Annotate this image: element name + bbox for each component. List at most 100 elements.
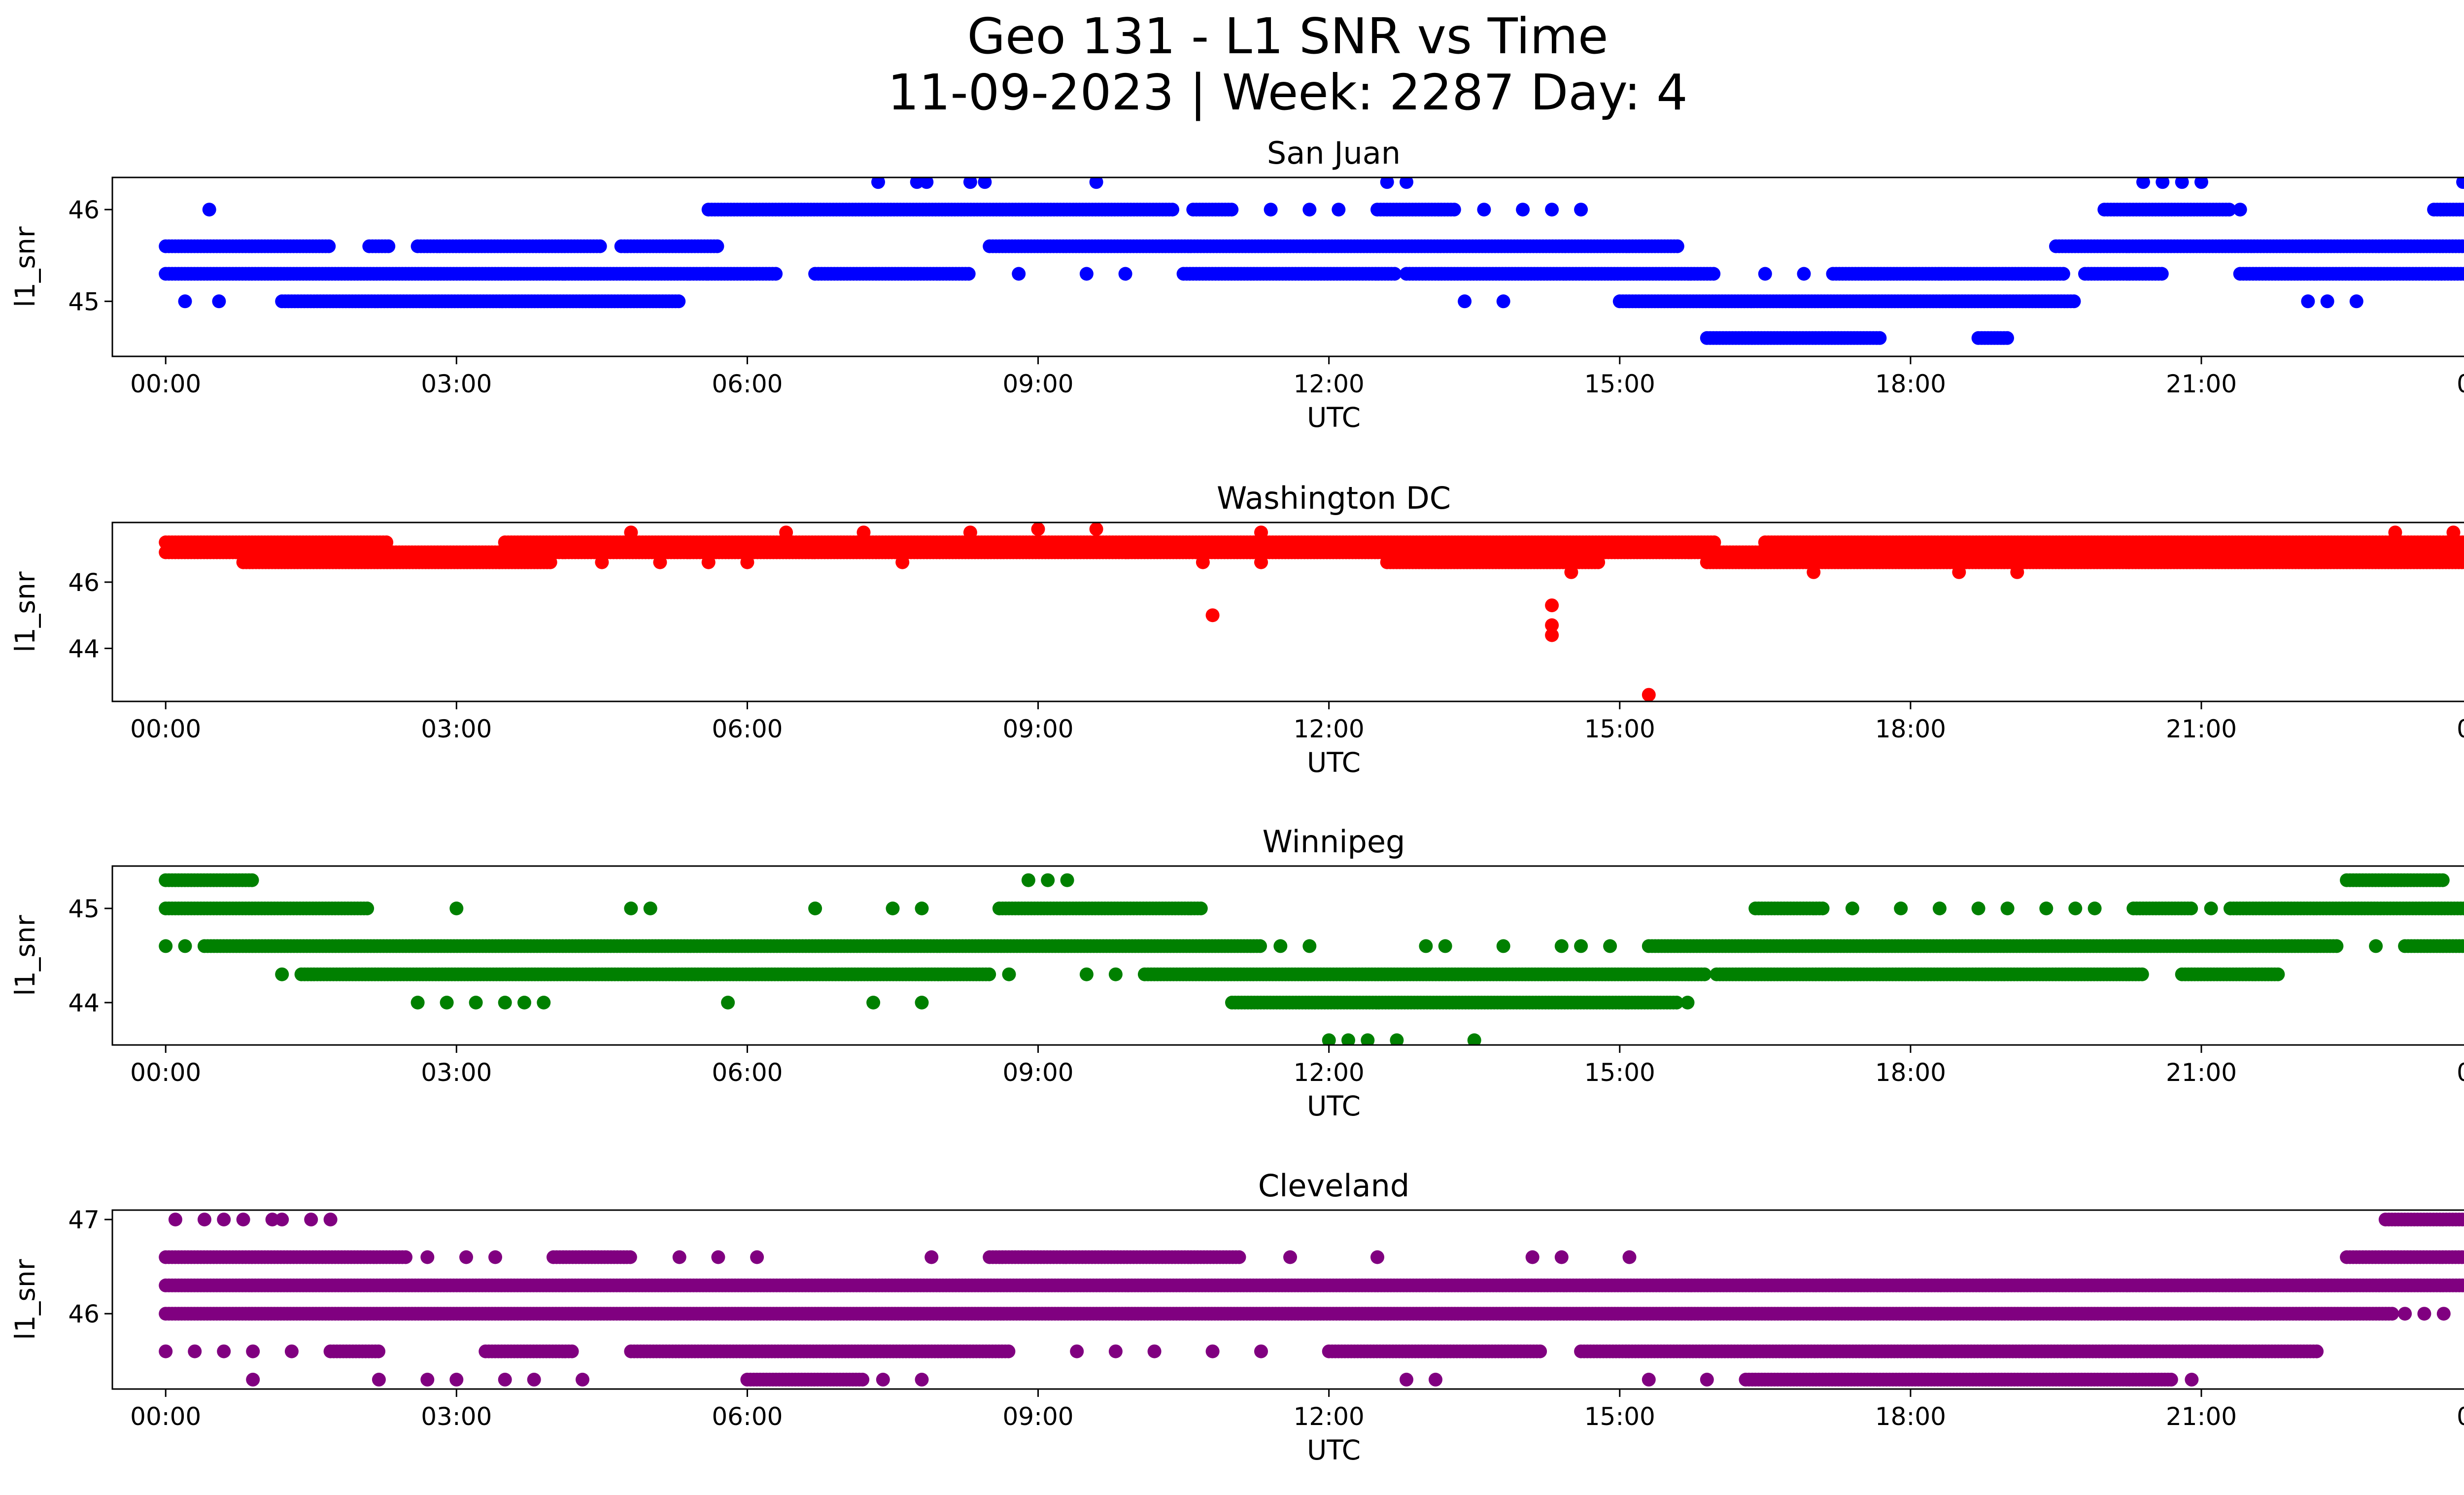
data-point	[2155, 267, 2169, 281]
data-point	[178, 294, 192, 309]
data-point	[2194, 177, 2208, 189]
data-point	[2175, 177, 2189, 189]
data-point	[1591, 555, 1606, 569]
data-point	[1165, 203, 1179, 217]
subplot-title: Winnipeg	[1263, 824, 1405, 860]
y-tick-label: 44	[68, 634, 100, 663]
axes-frame	[111, 522, 2464, 702]
data-point	[2067, 294, 2081, 309]
data-point	[1496, 294, 1510, 309]
data-point	[963, 525, 977, 540]
y-tick-label: 46	[68, 568, 100, 597]
data-point	[1089, 522, 1103, 536]
data-point	[595, 555, 609, 569]
data-point	[1545, 628, 1559, 642]
data-point	[1196, 555, 1210, 569]
subplot-title: San Juan	[1267, 135, 1401, 171]
data-point	[2349, 294, 2363, 309]
data-point	[856, 525, 871, 540]
data-point	[2136, 177, 2150, 189]
data-point	[202, 203, 216, 217]
data-point	[2460, 268, 2464, 280]
data-point	[2462, 537, 2464, 548]
data-point	[2459, 939, 2464, 953]
data-point	[212, 294, 226, 309]
x-tick-label: 03:00	[421, 370, 492, 398]
data-point	[1758, 267, 1772, 281]
data-point	[322, 239, 336, 253]
scatter-points	[159, 177, 2464, 345]
x-tick-label: 00:00	[2457, 370, 2464, 398]
x-tick-label: 03:00	[421, 715, 492, 743]
data-point	[769, 267, 783, 281]
data-point	[2184, 902, 2198, 915]
data-point	[1118, 267, 1132, 281]
data-point	[1254, 555, 1268, 569]
data-point	[1400, 177, 1413, 189]
data-point	[624, 525, 638, 540]
x-tick-label: 15:00	[1584, 715, 1655, 743]
data-point	[1797, 267, 1811, 281]
data-point	[1225, 203, 1239, 217]
x-axis-label: UTC	[1307, 747, 1361, 778]
data-point	[1564, 565, 1578, 579]
data-point	[871, 177, 885, 189]
x-tick-label: 09:00	[1002, 715, 1073, 743]
x-tick-label: 06:00	[712, 370, 783, 398]
data-point	[1194, 902, 1208, 915]
data-point	[961, 267, 976, 281]
data-point	[2222, 203, 2236, 217]
data-point	[381, 239, 396, 253]
data-point	[543, 555, 557, 569]
data-point	[1012, 267, 1026, 281]
data-point	[2462, 547, 2464, 557]
data-point	[1205, 608, 1220, 623]
data-point	[1574, 203, 1588, 217]
data-point	[701, 555, 716, 569]
data-point	[2462, 241, 2464, 252]
data-point	[895, 555, 910, 569]
data-point	[1545, 203, 1559, 217]
x-tick-label: 09:00	[1002, 370, 1073, 398]
data-point	[1264, 203, 1278, 217]
data-point	[2233, 203, 2247, 217]
data-point	[2056, 267, 2070, 281]
data-point	[1380, 177, 1394, 189]
data-point	[2156, 177, 2170, 189]
data-point	[2320, 294, 2334, 309]
x-tick-label: 00:00	[130, 715, 201, 743]
data-point	[360, 902, 375, 915]
data-point	[779, 525, 793, 540]
x-tick-label: 12:00	[1294, 370, 1365, 398]
data-point	[1952, 565, 1966, 579]
x-tick-label: 18:00	[1875, 370, 1946, 398]
data-point	[982, 967, 996, 981]
data-point	[1707, 267, 1721, 281]
data-point	[1873, 331, 1887, 345]
data-point	[710, 239, 724, 253]
data-point	[1388, 267, 1402, 281]
data-point	[2462, 941, 2464, 951]
data-point	[2301, 294, 2315, 309]
x-tick-label: 06:00	[712, 715, 783, 743]
subplot-panels: San Juan 00:00 03:00 06:00 09:00 12:00 15:00 18…	[9, 135, 2464, 1466]
data-point	[740, 555, 754, 569]
data-point	[2461, 556, 2464, 568]
data-point	[1670, 239, 1684, 253]
data-point	[672, 294, 686, 309]
data-point	[1302, 203, 1317, 217]
data-point	[653, 555, 667, 569]
x-tick-label: 12:00	[1294, 715, 1365, 743]
data-point	[2446, 525, 2461, 540]
x-tick-label: 18:00	[1875, 715, 1946, 743]
x-tick-label: 00:00	[2457, 715, 2464, 743]
data-point	[1253, 939, 1267, 953]
data-point	[2388, 525, 2402, 540]
y-tick-label: 45	[68, 287, 100, 316]
x-tick-label: 00:00	[130, 370, 201, 398]
